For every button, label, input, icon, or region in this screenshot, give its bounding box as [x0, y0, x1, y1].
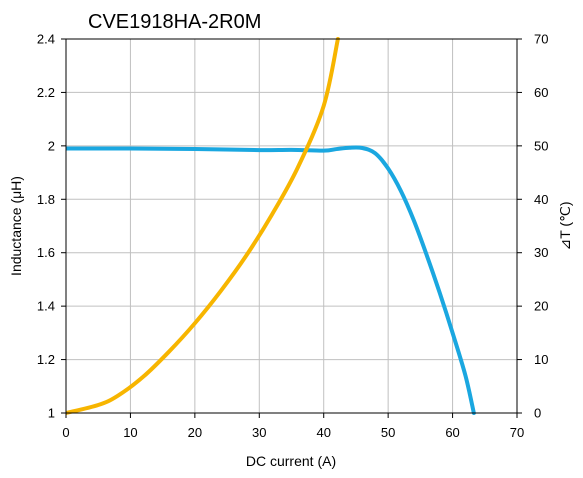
y-right-tick-label: 70 [534, 32, 548, 47]
y-left-tick-label: 2.2 [37, 85, 55, 100]
y-left-tick-label: 1.2 [37, 352, 55, 367]
y-left-tick-label: 2 [48, 138, 55, 153]
y-right-tick-label: 40 [534, 192, 548, 207]
x-tick-label: 70 [510, 425, 524, 440]
x-tick-label: 40 [316, 425, 330, 440]
y-right-tick-label: 50 [534, 138, 548, 153]
y-right-tick-label: 60 [534, 85, 548, 100]
x-tick-label: 60 [445, 425, 459, 440]
x-tick-label: 50 [381, 425, 395, 440]
y-left-axis-label: Inductance (μH) [8, 176, 24, 276]
series-layer [66, 37, 476, 415]
y-left-tick-label: 1.4 [37, 299, 55, 314]
y-left-tick-label: 1.8 [37, 192, 55, 207]
y-left-tick-label: 1 [48, 406, 55, 421]
x-tick-label: 30 [252, 425, 266, 440]
inductance-line [66, 145, 476, 415]
x-tick-label: 20 [188, 425, 202, 440]
temperature-rise-line [66, 37, 340, 415]
y-right-axis-label: ⊿T (℃) [557, 202, 573, 251]
y-right-tick-label: 20 [534, 299, 548, 314]
x-axis-label: DC current (A) [246, 453, 336, 469]
plot-frame [65, 38, 518, 414]
grid [66, 39, 517, 413]
x-tick-label: 10 [123, 425, 137, 440]
x-tick-label: 0 [62, 425, 69, 440]
y-right-tick-label: 10 [534, 352, 548, 367]
y-left-tick-label: 1.6 [37, 245, 55, 260]
ticks-layer: 0 10 20 30 40 50 60 70 1 1.2 1.4 1.6 1.8 2 2.2 2.4 0 10 20… [37, 32, 549, 441]
y-left-tick-label: 2.4 [37, 32, 55, 47]
y-right-tick-label: 0 [534, 406, 541, 421]
y-right-tick-label: 30 [534, 245, 548, 260]
title-background [80, 0, 340, 37]
chart-title: CVE1918HA-2R0M [88, 11, 261, 33]
